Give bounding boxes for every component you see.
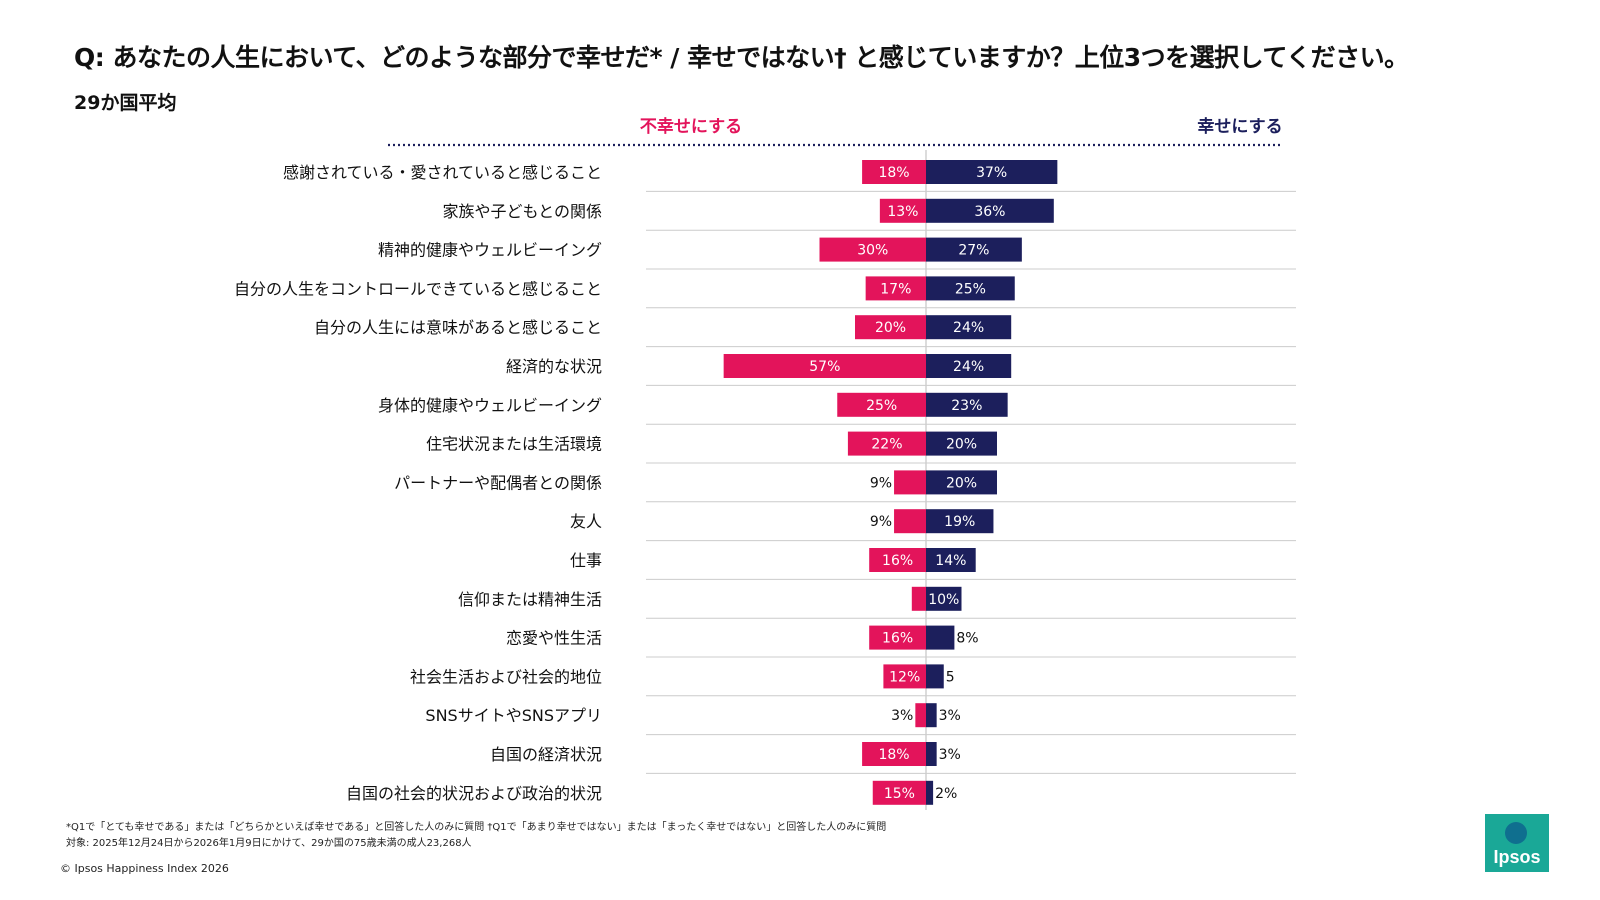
bar-happy: [926, 548, 976, 572]
data-label-unhappy: 25%: [866, 398, 897, 414]
data-label-unhappy: 57%: [809, 359, 840, 375]
footnote-question-note: *Q1で「とても幸せである」または「どちらかといえば幸せである」と回答した人のみ…: [66, 822, 887, 833]
bar-unhappy: [723, 354, 926, 378]
bar-happy: [926, 470, 997, 495]
bar-happy: [926, 198, 1054, 223]
category-label: パートナーや配偶者との関係: [394, 473, 602, 492]
category-label: 自分の人生には意味があると感じること: [314, 318, 602, 337]
bar-happy: [926, 160, 1058, 184]
legend-happy-label: 幸せにする: [1197, 116, 1282, 137]
chart-title: Q: あなたの人生において、どのような部分で幸せだ* / 幸せではない† と感じ…: [74, 43, 1409, 72]
data-label-unhappy: 22%: [871, 437, 902, 453]
category-label: 身体的健康やウェルビーイング: [378, 396, 602, 415]
category-label: 社会生活および社会的地位: [410, 667, 602, 686]
category-label: SNSサイトやSNSアプリ: [425, 706, 602, 725]
data-label-happy: 25%: [955, 281, 986, 297]
category-label: 恋愛や性生活: [506, 629, 602, 648]
data-label-happy: 27%: [958, 243, 989, 259]
data-label-unhappy: 20%: [875, 320, 906, 336]
bar-unhappy: [894, 470, 926, 495]
data-label-happy: 24%: [953, 359, 984, 375]
data-label-unhappy: 15%: [884, 786, 915, 802]
footnote-sample-note: 対象: 2025年12月24日から2026年1月9日にかけて、29か国の75歳未…: [66, 838, 472, 849]
bar-unhappy: [894, 509, 926, 534]
category-label: 感謝されている・愛されていると感じること: [283, 163, 602, 182]
data-label-happy: 23%: [951, 398, 982, 414]
bar-unhappy: [911, 586, 926, 611]
bar-happy: [926, 703, 937, 728]
data-label-happy: 20%: [946, 475, 977, 491]
bar-happy: [926, 509, 994, 534]
logo-text: Ipsos: [1493, 847, 1541, 867]
data-label-happy: 8%: [956, 631, 978, 647]
bar-happy: [926, 431, 997, 456]
data-label-happy: 5: [946, 669, 955, 685]
category-label: 信仰または精神生活: [458, 590, 602, 609]
bar-unhappy: [837, 392, 926, 417]
copyright-text: © Ipsos Happiness Index 2026: [60, 862, 229, 875]
data-label-unhappy: 12%: [889, 669, 920, 685]
bar-unhappy: [847, 431, 926, 456]
bar-happy: [926, 780, 934, 805]
logo-mark-icon: [1505, 822, 1527, 844]
data-label-happy: 36%: [974, 204, 1005, 220]
bar-unhappy: [883, 664, 926, 689]
category-label: 自国の経済状況: [490, 745, 602, 764]
category-label: 友人: [570, 512, 602, 531]
diverging-bar-chart: 不幸せにする 幸せにする 感謝されている・愛されていると感じること 18% 37% 家…: [234, 116, 1296, 810]
bar-happy: [926, 664, 944, 689]
bar-unhappy: [855, 315, 926, 340]
data-label-happy: 24%: [953, 320, 984, 336]
bar-happy: [926, 742, 937, 766]
category-label: 自国の社会的状況および政治的状況: [346, 784, 602, 803]
bar-unhappy: [879, 198, 926, 223]
bar-unhappy: [869, 625, 926, 650]
bar-happy: [926, 354, 1012, 378]
data-label-unhappy: 17%: [880, 281, 911, 297]
data-label-happy: 3%: [939, 747, 961, 763]
data-label-happy: 20%: [946, 437, 977, 453]
bar-unhappy: [865, 276, 926, 301]
bar-unhappy: [872, 780, 926, 805]
data-label-happy: 37%: [976, 165, 1007, 181]
bar-unhappy: [862, 742, 926, 766]
category-label: 住宅状況または生活環境: [426, 435, 602, 454]
ipsos-logo: Ipsos: [1485, 814, 1549, 872]
bar-happy: [926, 625, 955, 650]
data-label-unhappy: 9%: [870, 514, 892, 530]
bar-happy: [926, 237, 1022, 262]
legend-unhappy-label: 不幸せにする: [640, 116, 742, 137]
data-label-happy: 14%: [935, 553, 966, 569]
bar-unhappy: [869, 548, 926, 572]
data-label-unhappy: 16%: [882, 553, 913, 569]
bar-happy: [926, 586, 962, 611]
category-label: 家族や子どもとの関係: [442, 202, 602, 221]
data-label-unhappy: 16%: [882, 631, 913, 647]
bar-unhappy: [819, 237, 926, 262]
bar-unhappy: [915, 703, 926, 728]
data-label-unhappy: 3%: [891, 708, 913, 724]
bar-happy: [926, 392, 1008, 417]
data-label-unhappy: 30%: [857, 243, 888, 259]
bar-happy: [926, 276, 1015, 301]
data-label-unhappy: 13%: [887, 204, 918, 220]
category-label: 自分の人生をコントロールできていると感じること: [234, 279, 602, 298]
data-label-happy: 19%: [944, 514, 975, 530]
data-label-unhappy: 18%: [878, 747, 909, 763]
data-label-happy: 3%: [939, 708, 961, 724]
data-label-happy: 2%: [935, 786, 957, 802]
category-label: 経済的な状況: [506, 357, 602, 376]
category-label: 精神的健康やウェルビーイング: [378, 241, 602, 260]
chart-subtitle: 29か国平均: [74, 92, 177, 114]
category-label: 仕事: [570, 551, 602, 570]
data-label-happy: 10%: [928, 592, 959, 608]
bar-happy: [926, 315, 1012, 340]
data-label-unhappy: 9%: [870, 475, 892, 491]
bar-unhappy: [862, 160, 926, 184]
data-label-unhappy: 18%: [878, 165, 909, 181]
